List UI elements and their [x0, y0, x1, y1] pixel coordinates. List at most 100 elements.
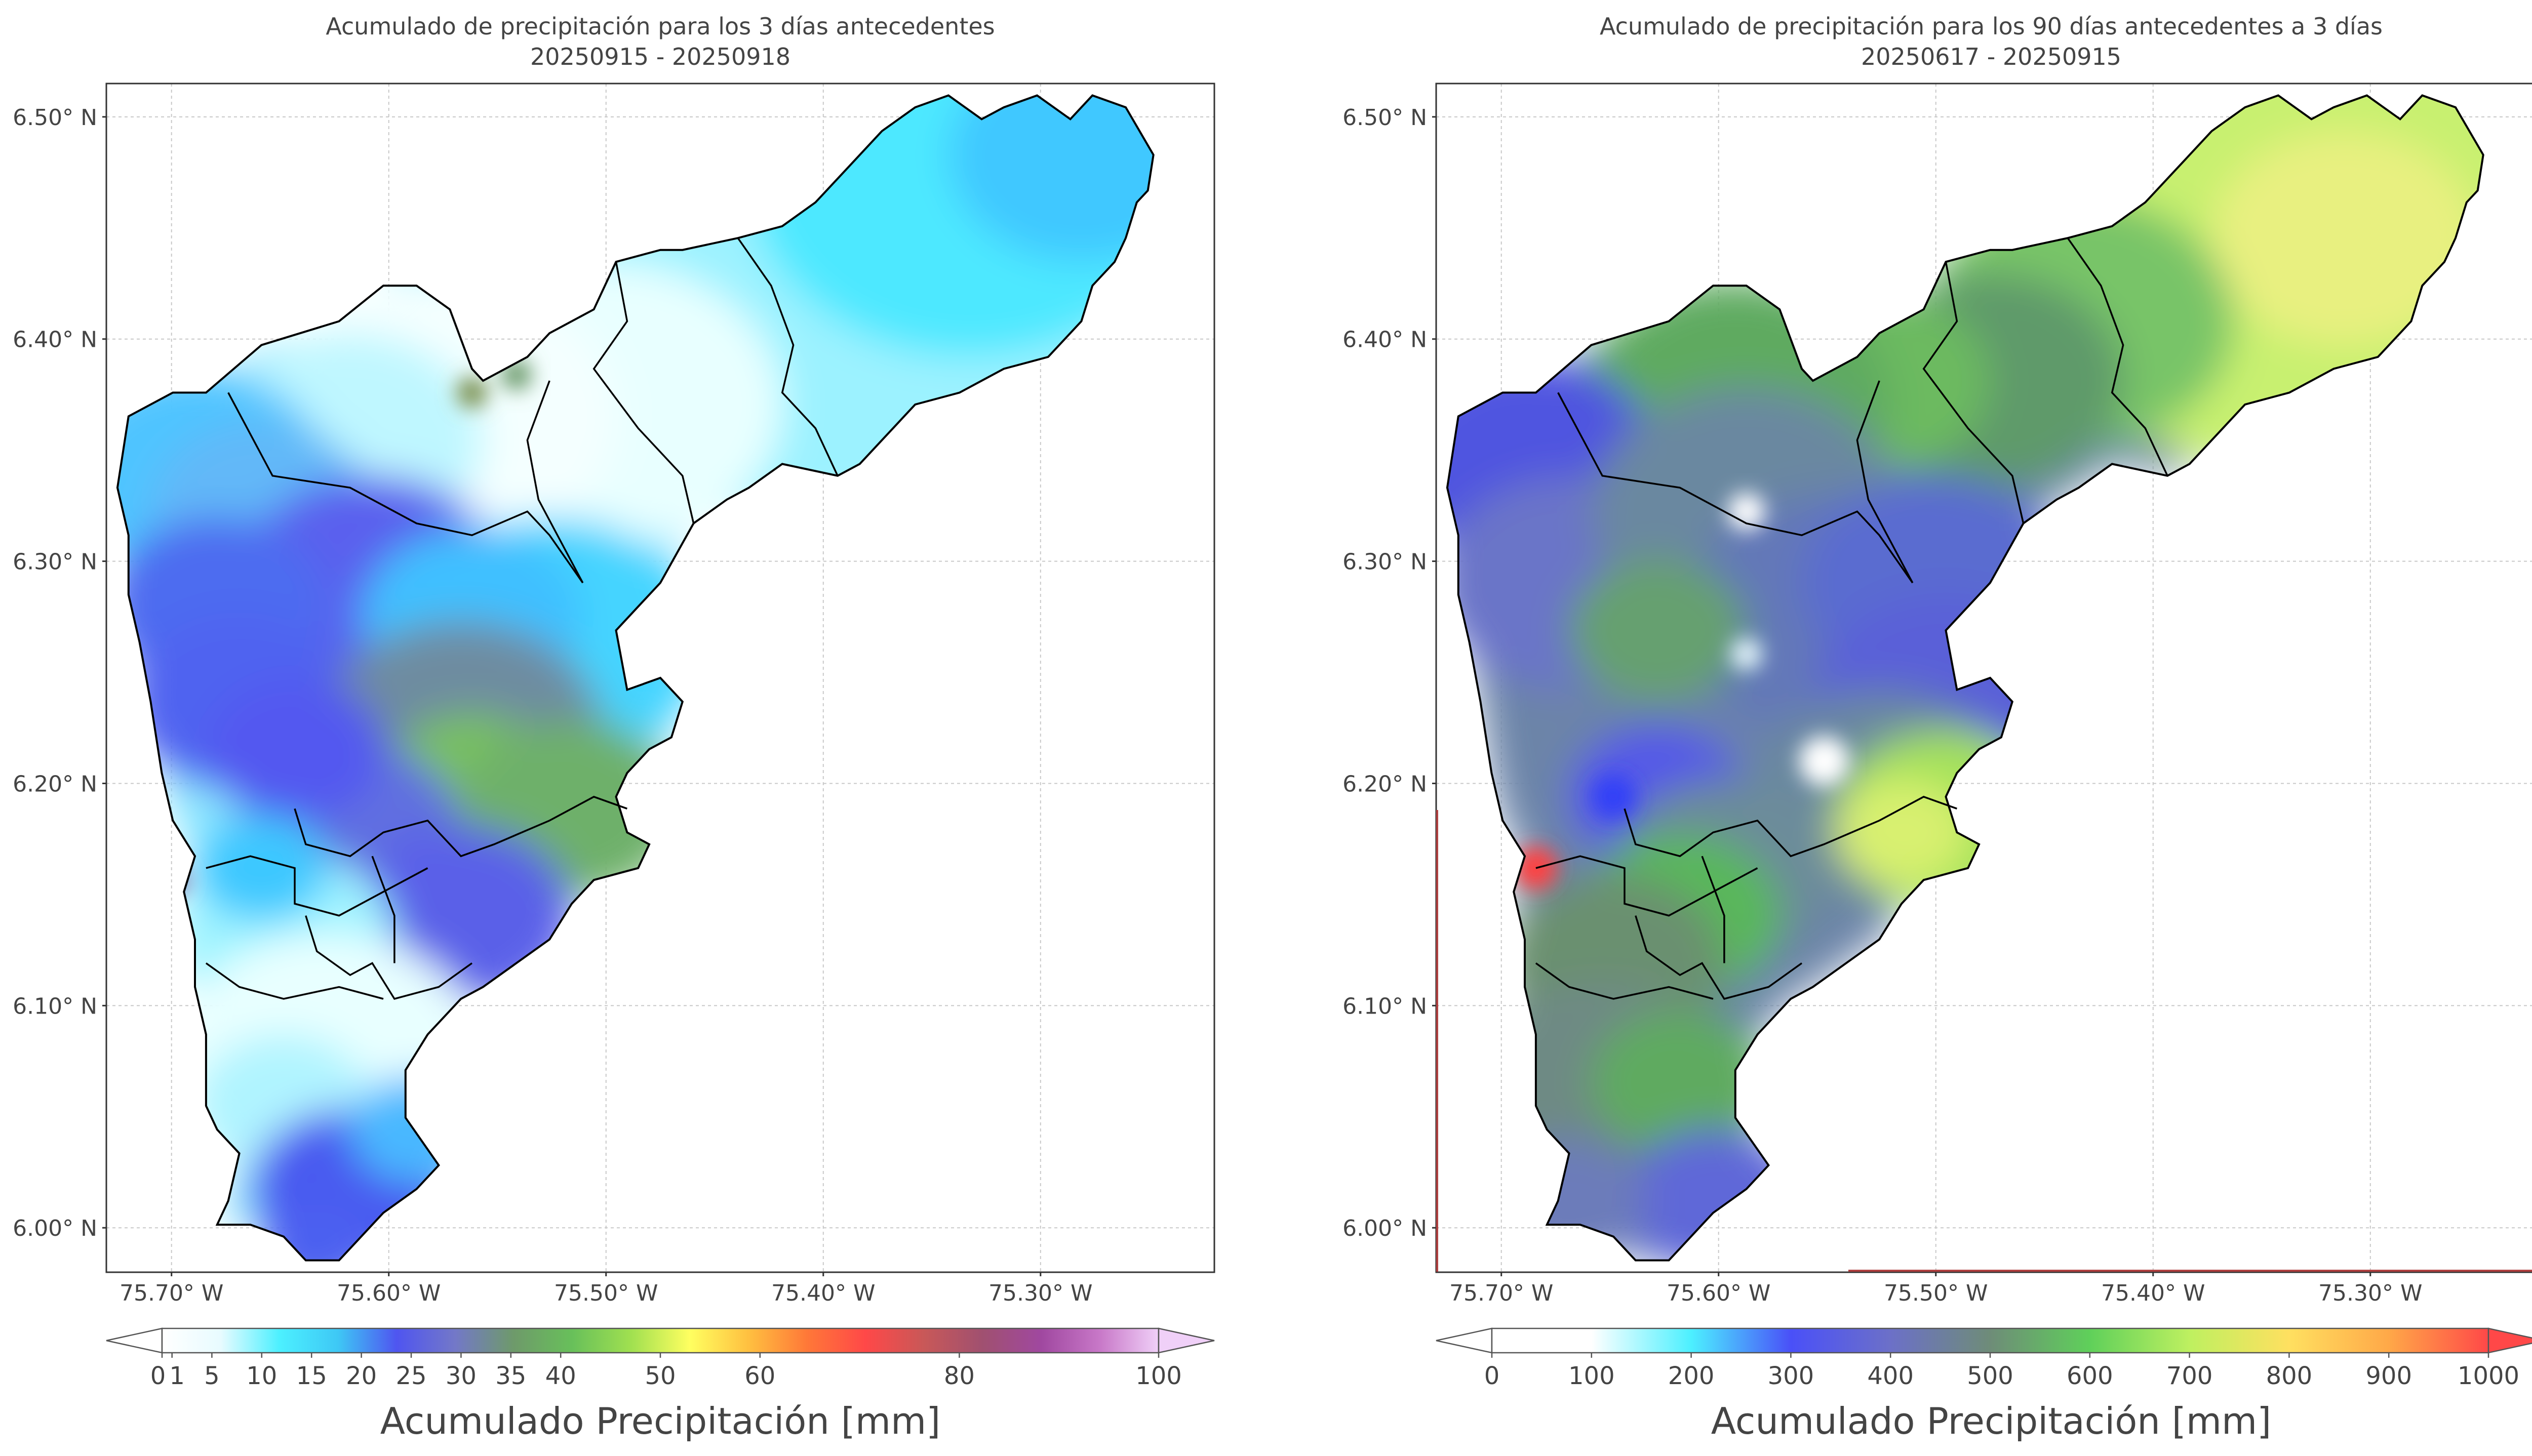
colorbar-tick-label: 0 — [150, 1362, 166, 1390]
colorbar-tick-label: 800 — [2266, 1362, 2313, 1390]
chart-subtitle: 20250617 - 20250915 — [1861, 43, 2121, 70]
field-spot — [456, 377, 488, 409]
x-tick-label: 75.30° W — [2318, 1280, 2422, 1306]
sub-basin-line — [1624, 795, 1957, 858]
field-spot — [1592, 775, 1635, 819]
field-blob — [195, 815, 328, 922]
colorbar-tick-label: 1000 — [2458, 1362, 2519, 1390]
sub-basin-line — [305, 915, 473, 1000]
sub-basin-line — [1557, 392, 1914, 584]
colorbar-extend-min — [1436, 1327, 1493, 1354]
y-tick-label: 6.50° N — [13, 105, 97, 131]
colorbar: 0 100 200 300 400 500 600 700 800 900 1000 Acumula… — [1436, 1327, 2532, 1442]
chart-90-days: Acumulado de precipitación para los 90 d… — [1342, 13, 2532, 1442]
sub-basin-line — [227, 392, 584, 584]
colorbar-label: Acumulado Precipitación [mm] — [1711, 1400, 2271, 1442]
x-tick-label: 75.40° W — [771, 1280, 875, 1306]
colorbar-extend-max — [1158, 1327, 1215, 1354]
basin-outline — [1446, 94, 2484, 1262]
colorbar-tick-label: 1 — [169, 1362, 185, 1390]
basin-outline — [116, 94, 1155, 1262]
field-spot — [1731, 638, 1762, 670]
y-tick-label: 6.40° N — [13, 327, 97, 353]
colorbar-tick-label: 80 — [944, 1362, 975, 1390]
colorbar-extend-min — [106, 1327, 163, 1354]
colorbar-bar — [1491, 1327, 2489, 1354]
sub-basin-line — [1635, 915, 1803, 1000]
y-tick-label: 6.00° N — [1342, 1216, 1427, 1241]
colorbar-tick-label: 700 — [2166, 1362, 2213, 1390]
sub-basin-line — [294, 795, 627, 858]
colorbar-tick-label: 5 — [204, 1362, 220, 1390]
sub-basin-boundaries — [205, 237, 839, 1000]
x-tick-label: 75.50° W — [554, 1280, 658, 1306]
y-tick-label: 6.40° N — [1342, 327, 1427, 353]
colorbar-tick-label: 200 — [1668, 1362, 1715, 1390]
sub-basin-line — [1922, 261, 2025, 524]
sub-basin-line — [1856, 380, 1914, 584]
x-tick-label: 75.40° W — [2101, 1280, 2205, 1306]
sub-basin-line — [1701, 856, 1725, 963]
y-tick-label: 6.00° N — [13, 1216, 97, 1241]
x-tick-label: 75.70° W — [120, 1280, 223, 1306]
colorbar-tick-label: 900 — [2365, 1362, 2412, 1390]
y-tick-label: 6.50° N — [1342, 105, 1427, 131]
y-tick-label: 6.30° N — [1342, 549, 1427, 575]
colorbar-tick-label: 600 — [2067, 1362, 2113, 1390]
colorbar-tick-label: 300 — [1768, 1362, 1814, 1390]
colorbar-tick-label: 10 — [246, 1362, 277, 1390]
x-tick-label: 75.60° W — [1667, 1280, 1770, 1306]
y-tick-label: 6.20° N — [1342, 771, 1427, 797]
plot-frame — [1435, 83, 2532, 1273]
y-tick-label: 6.10° N — [1342, 993, 1427, 1019]
colorbar-tick-label: 100 — [1568, 1362, 1615, 1390]
sub-basin-line — [2067, 237, 2168, 476]
chart-subtitle: 20250915 - 20250918 — [530, 43, 790, 70]
field-blob — [1835, 779, 1968, 886]
colorbar-bar — [161, 1327, 1160, 1354]
colorbar-tick-label: 400 — [1867, 1362, 1914, 1390]
y-tick-labels: 6.00° N 6.10° N 6.20° N 6.30° N 6.40° N 6.50°… — [13, 105, 106, 1241]
field-blob — [1569, 559, 1747, 702]
field-blob — [1591, 1010, 1769, 1154]
colorbar-tick-label: 100 — [1135, 1362, 1182, 1390]
field-spot — [1727, 493, 1765, 531]
chart-3-days: Acumulado de precipitación para los 3 dí… — [13, 13, 1215, 1442]
sub-basin-line — [737, 237, 839, 476]
field-blob — [261, 1203, 373, 1261]
sub-basin-boundaries — [1535, 237, 2168, 1000]
colorbar-tick-label: 35 — [495, 1362, 526, 1390]
sub-basin-line — [526, 380, 584, 584]
sub-basin-line — [592, 261, 695, 524]
colorbar-tick-label: 40 — [545, 1362, 576, 1390]
sub-basin-line — [371, 856, 395, 963]
colorbar: 0 1 5 10 15 20 25 30 35 40 50 60 80 100 Acumulado Pre… — [106, 1327, 1215, 1442]
field-spots — [1514, 493, 1849, 890]
colorbar-tick-label: 20 — [346, 1362, 377, 1390]
x-tick-labels: 75.70° W 75.60° W 75.50° W 75.40° W 75.30° W — [1449, 1272, 2423, 1306]
colorbar-tick-label: 30 — [446, 1362, 477, 1390]
colorbar-label: Acumulado Precipitación [mm] — [380, 1400, 940, 1442]
field-blob — [2211, 131, 2478, 345]
x-tick-label: 75.60° W — [337, 1280, 441, 1306]
sub-basin-line — [205, 962, 384, 1000]
colorbar-tick-label: 15 — [296, 1362, 327, 1390]
x-tick-label: 75.30° W — [988, 1280, 1092, 1306]
x-tick-label: 75.50° W — [1884, 1280, 1988, 1306]
plot-frame — [105, 83, 1215, 1273]
y-tick-labels: 6.00° N 6.10° N 6.20° N 6.30° N 6.40° N 6.50°… — [1342, 105, 1436, 1241]
field-blob — [206, 678, 383, 821]
chart-title: Acumulado de precipitación para los 3 dí… — [326, 13, 995, 40]
colorbar-tick-label: 500 — [1967, 1362, 2013, 1390]
sub-basin-line — [206, 855, 428, 917]
sub-basin-line — [1535, 855, 1758, 917]
colorbar-tick-label: 50 — [645, 1362, 676, 1390]
x-tick-label: 75.70° W — [1449, 1280, 1553, 1306]
field-spot — [1799, 736, 1849, 786]
colorbar-tick-label: 0 — [1484, 1362, 1500, 1390]
y-tick-label: 6.30° N — [13, 549, 97, 575]
colorbar-tick-label: 25 — [395, 1362, 426, 1390]
colorbar-tick-label: 60 — [744, 1362, 775, 1390]
chart-title: Acumulado de precipitación para los 90 d… — [1600, 13, 2383, 40]
